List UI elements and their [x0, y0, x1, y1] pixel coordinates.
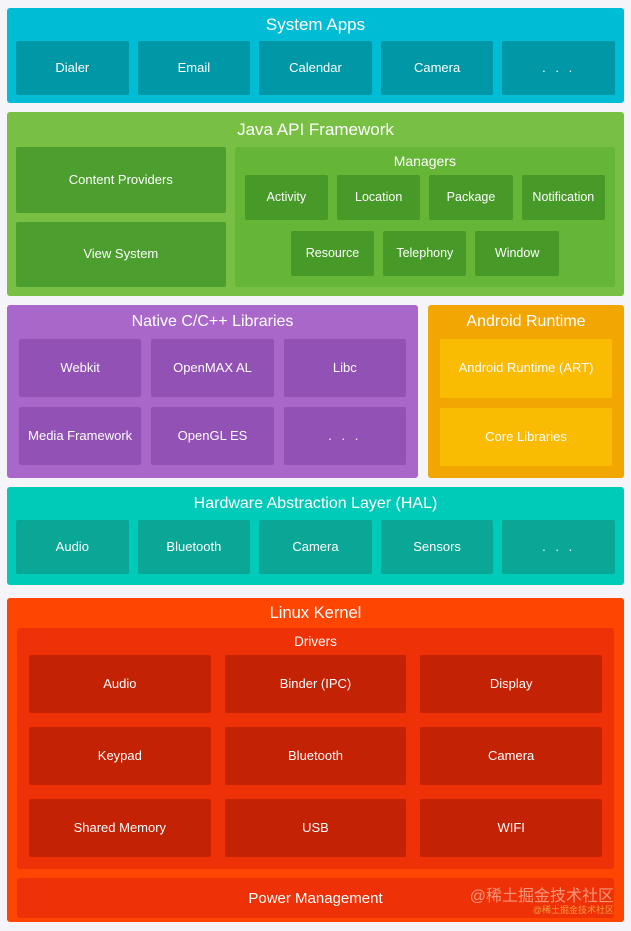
hal-row: Audio Bluetooth Camera Sensors . . .	[16, 520, 615, 574]
box-driver-binder-ipc: Binder (IPC)	[224, 655, 407, 713]
layer-android-runtime: Android Runtime Android Runtime (ART) Co…	[428, 305, 624, 478]
box-driver-display: Display	[420, 655, 602, 713]
box-native-libs-ellipsis: . . .	[283, 407, 406, 465]
layer-system-apps: System Apps Dialer Email Calendar Camera…	[7, 8, 624, 103]
box-notification-manager: Notification	[521, 175, 606, 220]
managers-row-2: Resource Telephony Window	[245, 231, 605, 276]
box-package-manager: Package	[429, 175, 513, 220]
drivers-grid: Audio Binder (IPC) Display Keypad Blueto…	[29, 655, 602, 857]
box-hal-ellipsis: . . .	[502, 520, 615, 574]
box-media-framework: Media Framework	[19, 407, 142, 465]
managers-row-1: Activity Location Package Notification	[244, 175, 606, 220]
box-driver-wifi: WIFI	[420, 799, 602, 857]
box-hal-sensors: Sensors	[380, 520, 494, 574]
layer-java-api-framework: Java API Framework Content Providers Vie…	[7, 112, 624, 296]
box-location-manager: Location	[336, 175, 421, 220]
drivers-container: Drivers Audio Binder (IPC) Display Keypa…	[17, 628, 614, 869]
power-management-bar: Power Management	[17, 878, 614, 918]
system-apps-title: System Apps	[265, 15, 366, 34]
native-libraries-grid: Webkit OpenMAX AL Libc Media Framework O…	[19, 339, 406, 465]
box-calendar: Calendar	[259, 41, 372, 95]
box-email: Email	[137, 41, 251, 95]
linux-kernel-title: Linux Kernel	[269, 604, 362, 622]
box-core-libraries: Core Libraries	[440, 407, 612, 466]
box-dialer: Dialer	[16, 41, 129, 95]
system-apps-row: Dialer Email Calendar Camera . . .	[16, 41, 615, 95]
box-driver-audio: Audio	[29, 655, 211, 713]
box-driver-usb: USB	[224, 799, 407, 857]
box-hal-bluetooth: Bluetooth	[137, 520, 251, 574]
box-window-manager: Window	[475, 231, 559, 276]
box-hal-camera: Camera	[259, 520, 372, 574]
java-api-title: Java API Framework	[237, 120, 394, 139]
android-runtime-body: Android Runtime (ART) Core Libraries	[440, 339, 612, 466]
box-webkit: Webkit	[19, 339, 142, 397]
box-driver-keypad: Keypad	[29, 727, 211, 785]
box-driver-camera: Camera	[420, 727, 602, 785]
box-hal-audio: Audio	[16, 520, 129, 574]
box-content-providers: Content Providers	[16, 147, 226, 213]
box-android-runtime-art: Android Runtime (ART)	[440, 339, 612, 398]
box-driver-shared-memory: Shared Memory	[29, 799, 211, 857]
java-api-body: Content Providers View System Managers A…	[16, 147, 615, 287]
box-view-system: View System	[16, 221, 226, 287]
drivers-title: Drivers	[294, 634, 337, 649]
layer-native-libraries: Native C/C++ Libraries Webkit OpenMAX AL…	[7, 305, 418, 478]
native-libraries-title: Native C/C++ Libraries	[131, 313, 294, 330]
layer-linux-kernel: Linux Kernel Drivers Audio Binder (IPC) …	[7, 598, 624, 922]
box-camera-app: Camera	[380, 41, 494, 95]
managers-title: Managers	[393, 153, 456, 169]
box-opengl-es: OpenGL ES	[151, 407, 274, 465]
box-telephony-manager: Telephony	[383, 231, 467, 276]
box-libc: Libc	[283, 339, 406, 397]
hal-title: Hardware Abstraction Layer (HAL)	[193, 495, 438, 512]
managers-container: Managers Activity Location Package Notif…	[234, 147, 615, 287]
box-system-apps-ellipsis: . . .	[502, 41, 615, 95]
layer-hal: Hardware Abstraction Layer (HAL) Audio B…	[7, 487, 624, 585]
box-driver-bluetooth: Bluetooth	[224, 727, 407, 785]
box-activity-manager: Activity	[244, 175, 328, 220]
native-runtime-row: Native C/C++ Libraries Webkit OpenMAX AL…	[7, 305, 624, 478]
android-runtime-title: Android Runtime	[466, 313, 586, 330]
java-api-left-column: Content Providers View System	[16, 147, 226, 287]
box-resource-manager: Resource	[290, 231, 375, 276]
box-openmax-al: OpenMAX AL	[151, 339, 274, 397]
